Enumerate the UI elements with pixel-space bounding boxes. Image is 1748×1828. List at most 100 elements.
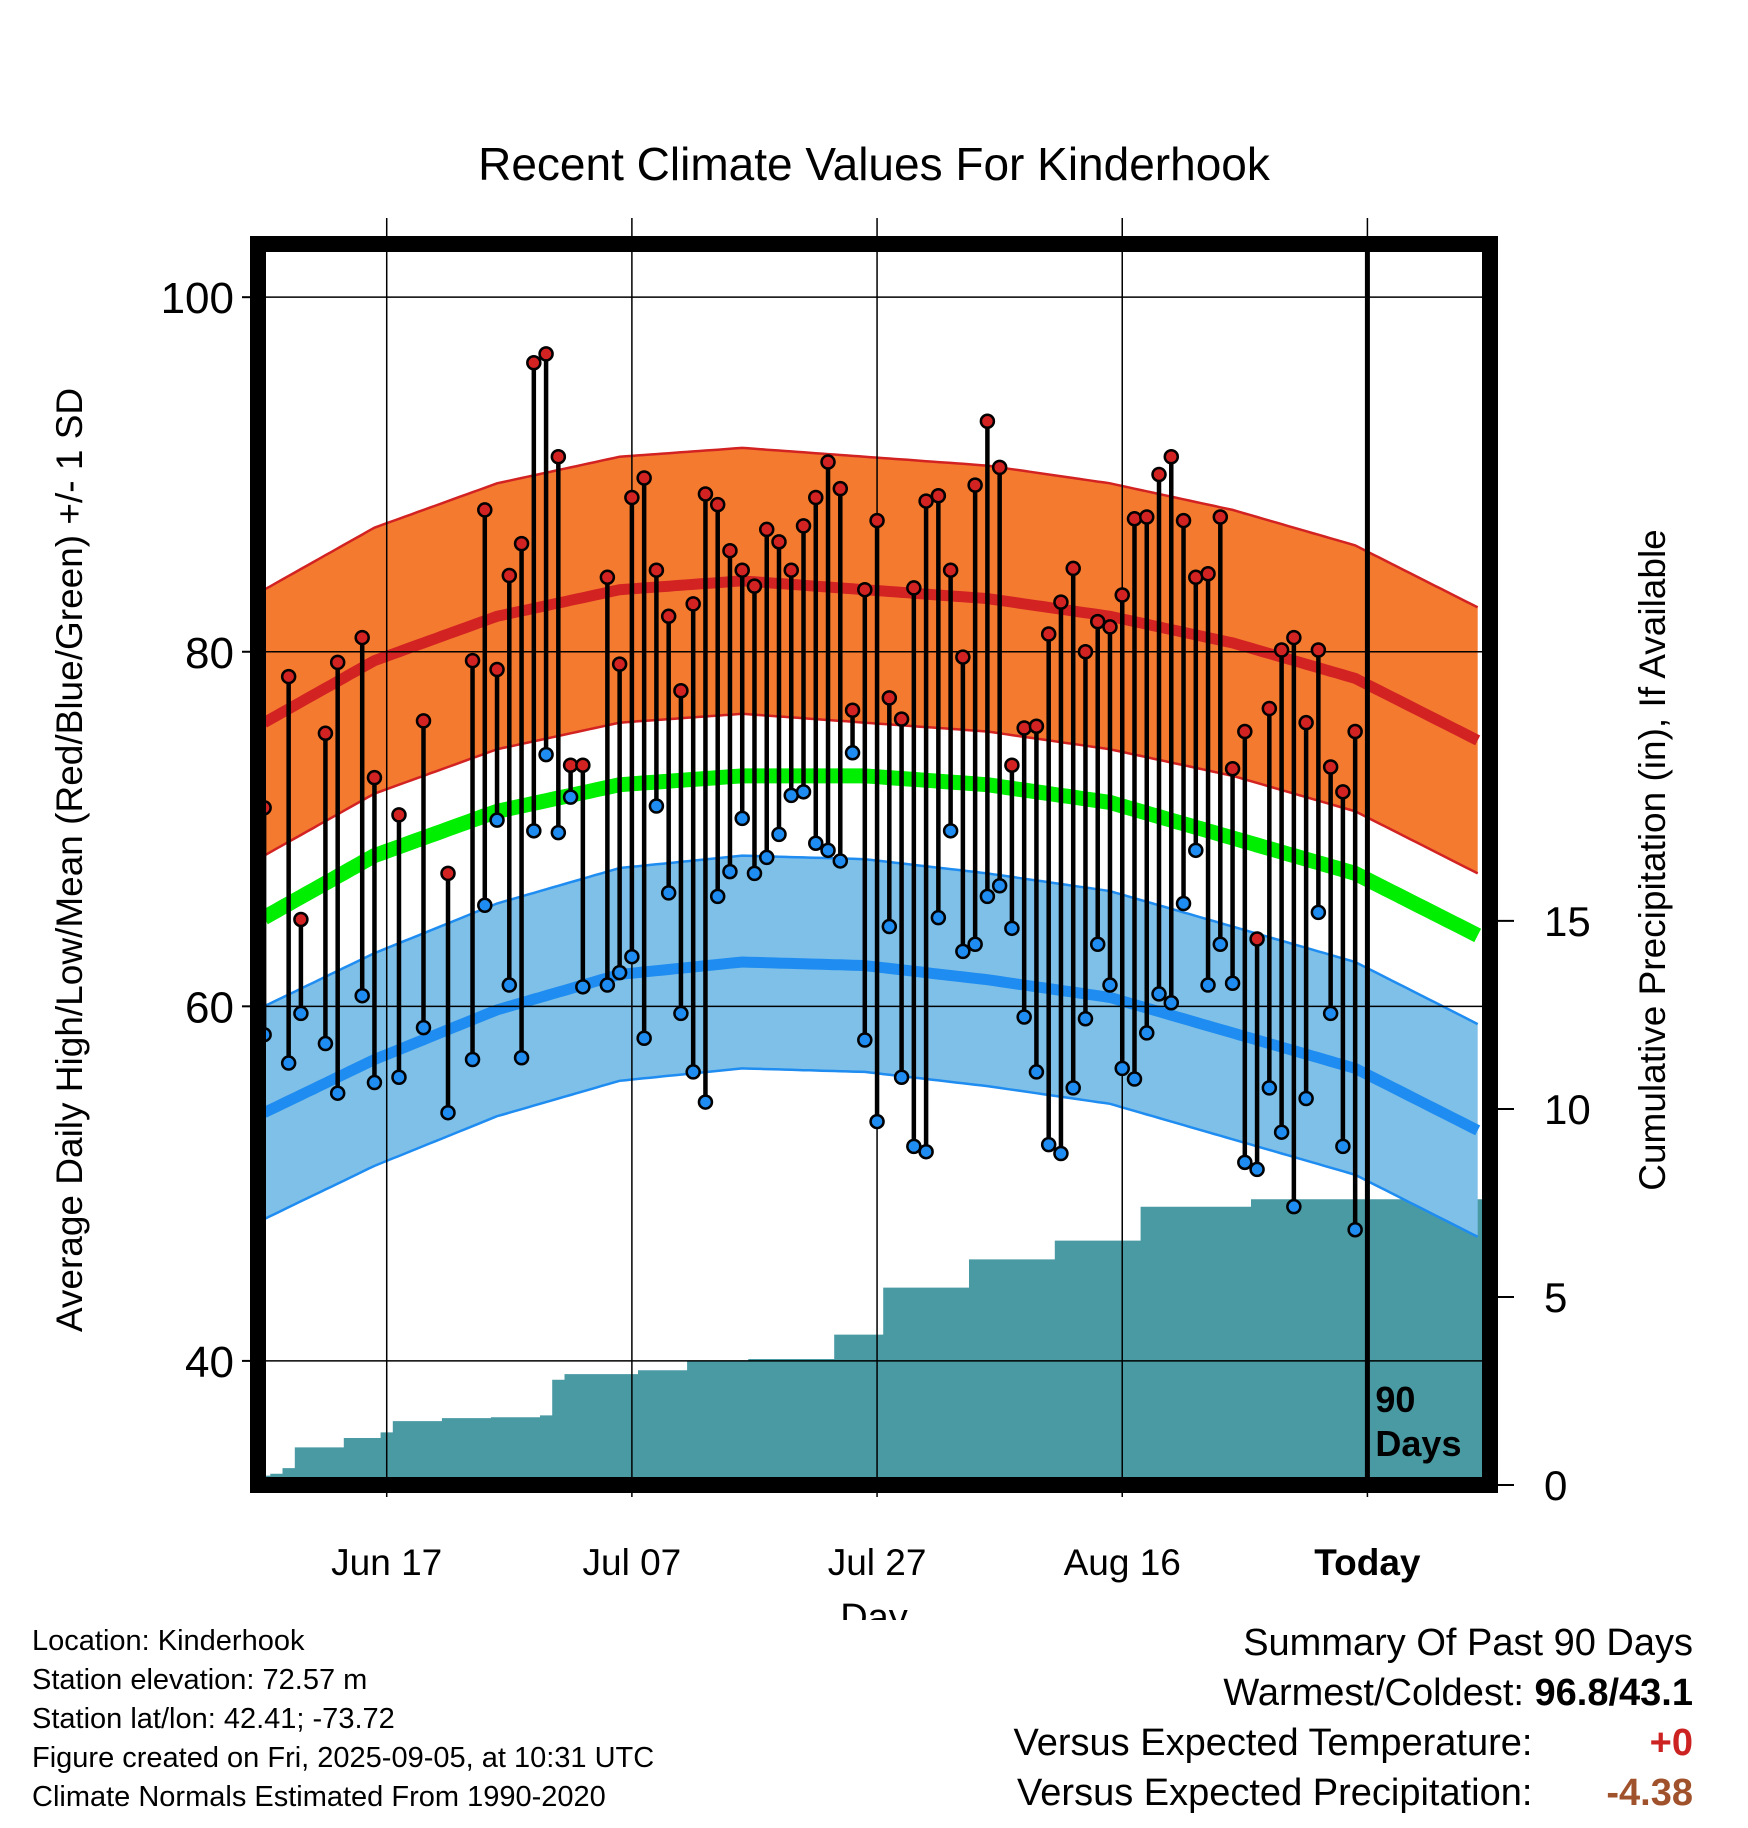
high-point: [415, 713, 432, 729]
y2-tick-label: 15: [1544, 898, 1591, 945]
low-point: [501, 977, 518, 993]
low-point: [1212, 936, 1229, 953]
y2-tick-label: 0: [1544, 1462, 1567, 1509]
plot-frame: [250, 236, 1498, 1493]
high-point: [758, 521, 775, 538]
summary-title: Summary Of Past 90 Days: [1243, 1622, 1693, 1664]
location-text: Location: Kinderhook: [32, 1625, 305, 1657]
low-point: [1310, 904, 1327, 921]
low-point: [1028, 1064, 1045, 1080]
high-point: [624, 489, 640, 506]
low-point: [893, 1069, 910, 1085]
low-point: [464, 1051, 481, 1068]
x-tick-label: Jul 27: [828, 1542, 927, 1583]
low-point: [1322, 1005, 1339, 1022]
low-sd-band: [264, 855, 1478, 1237]
summary-panel: Summary Of Past 90 Days Warmest/Coldest:…: [1014, 1618, 1693, 1818]
high-point: [844, 702, 861, 719]
high-point: [906, 580, 922, 596]
warmest-coldest-value: 96.8/43.1: [1534, 1672, 1693, 1714]
high-point: [1151, 466, 1167, 483]
precip-anomaly-row: Versus Expected Precipitation: -4.38: [1014, 1768, 1693, 1818]
high-point: [979, 413, 996, 430]
warmest-coldest-row: Warmest/Coldest: 96.8/43.1: [1014, 1668, 1693, 1718]
low-point: [1200, 977, 1216, 993]
high-point: [1298, 714, 1314, 731]
precip-anomaly-value: -4.38: [1606, 1772, 1693, 1814]
low-point: [697, 1094, 714, 1110]
high-point: [280, 668, 297, 685]
high-point: [1016, 720, 1032, 736]
low-point: [930, 909, 947, 926]
high-point: [1139, 509, 1155, 525]
low-point: [1347, 1221, 1363, 1238]
low-point: [562, 789, 579, 805]
high-point: [489, 661, 505, 678]
high-point: [1126, 511, 1143, 527]
window-label-1: 90: [1375, 1379, 1415, 1420]
high-point: [795, 518, 812, 534]
high-sd-band: [264, 447, 1478, 874]
created-text: Figure created on Fri, 2025-09-05, at 10…: [32, 1742, 655, 1774]
low-upper-sd-line: [263, 854, 1479, 1026]
high-point: [513, 535, 530, 552]
low-point: [1077, 1010, 1094, 1027]
low-lower-sd-line: [263, 1067, 1479, 1238]
low-point: [1089, 936, 1106, 953]
high-point: [1224, 761, 1241, 777]
high-point: [1077, 644, 1094, 660]
low-point: [906, 1138, 922, 1155]
high-point: [685, 596, 701, 612]
high-point: [477, 502, 493, 518]
low-point: [869, 1113, 885, 1130]
low-point: [991, 878, 1008, 894]
high-point: [1249, 931, 1265, 947]
low-point: [1335, 1138, 1351, 1155]
high-point: [881, 690, 898, 706]
window-label-2: Days: [1375, 1423, 1461, 1464]
high-point: [1212, 509, 1229, 525]
high-point: [1237, 723, 1253, 740]
low-point: [317, 1035, 334, 1052]
high-point: [1188, 569, 1204, 586]
low-point: [1065, 1080, 1081, 1096]
low-point: [1249, 1161, 1265, 1178]
high-point: [599, 569, 616, 586]
high-point: [709, 496, 726, 513]
y2-tick-label: 10: [1544, 1086, 1591, 1133]
high-point: [697, 486, 714, 502]
high-point: [1322, 759, 1339, 775]
low-point: [293, 1005, 309, 1022]
low-point: [1139, 1025, 1155, 1041]
high-point: [1065, 560, 1081, 577]
low-point: [746, 865, 763, 882]
precip-area: [258, 1199, 1484, 1485]
climate-chart: Recent Climate Values For Kinderhook 90D…: [49, 138, 1673, 1620]
x-tick-label: Today: [1314, 1542, 1421, 1583]
low-point: [1286, 1198, 1302, 1215]
high-point: [550, 448, 567, 465]
high-point: [734, 562, 750, 578]
low-point: [673, 1005, 689, 1022]
high-point: [354, 629, 370, 646]
high-point: [918, 493, 934, 509]
low-point: [1151, 986, 1167, 1002]
high-point: [869, 512, 885, 529]
low-point: [967, 936, 983, 953]
low-point: [513, 1049, 530, 1066]
low-point: [1102, 977, 1118, 993]
high-point: [1261, 700, 1278, 717]
high-point: [1286, 629, 1302, 646]
low-point: [550, 824, 567, 841]
low-point: [440, 1104, 456, 1121]
low-point: [685, 1064, 701, 1080]
x-tick-label: Jun 17: [331, 1542, 442, 1583]
low-point: [1040, 1136, 1057, 1153]
high-point: [1114, 587, 1130, 603]
low-point: [820, 842, 836, 859]
high-point: [673, 683, 689, 699]
low-point: [1163, 995, 1180, 1011]
elevation-text: Station elevation: 72.57 m: [32, 1664, 368, 1696]
y2-axis-label: Cumulative Precipitation (in), If Availa…: [1632, 529, 1673, 1191]
low-point: [1261, 1080, 1278, 1096]
